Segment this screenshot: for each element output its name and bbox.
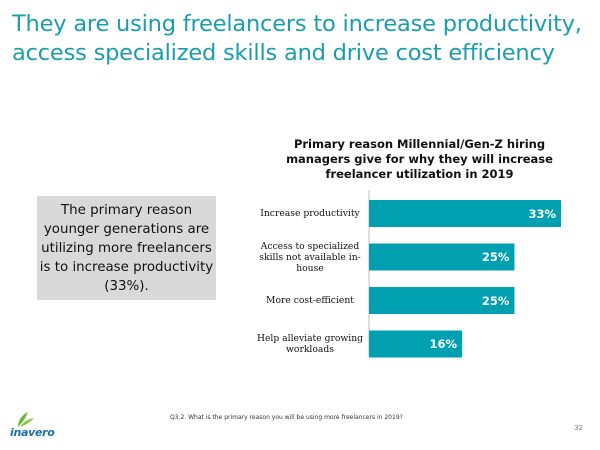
category-label: Access to specialized skills not availab… (259, 240, 361, 274)
callout-text: The primary reason younger generations a… (39, 202, 214, 294)
company-logo: inavero (10, 410, 70, 442)
category-label: Increase productivity (260, 208, 360, 219)
bar (369, 243, 515, 271)
data-label: 25% (481, 250, 510, 264)
footnote: Q3.2. What is the primary reason you wil… (170, 414, 403, 421)
chart-title: Primary reason Millennial/Gen-Z hiring m… (286, 137, 553, 181)
bar (369, 287, 515, 314)
category-label: Help alleviate growing workloads (256, 333, 364, 355)
page-number: 32 (574, 424, 583, 432)
category-label: More cost-efficient (266, 295, 354, 306)
callout-box: The primary reason younger generations a… (37, 196, 216, 300)
slide-title: They are using freelancers to increase p… (12, 11, 582, 66)
bar (369, 200, 561, 227)
bar (369, 330, 463, 358)
logo-text: inavero (10, 426, 55, 439)
data-label: 16% (429, 337, 458, 351)
leaf-icon (18, 412, 34, 427)
data-label: 25% (481, 293, 510, 308)
data-label: 33% (528, 206, 556, 221)
